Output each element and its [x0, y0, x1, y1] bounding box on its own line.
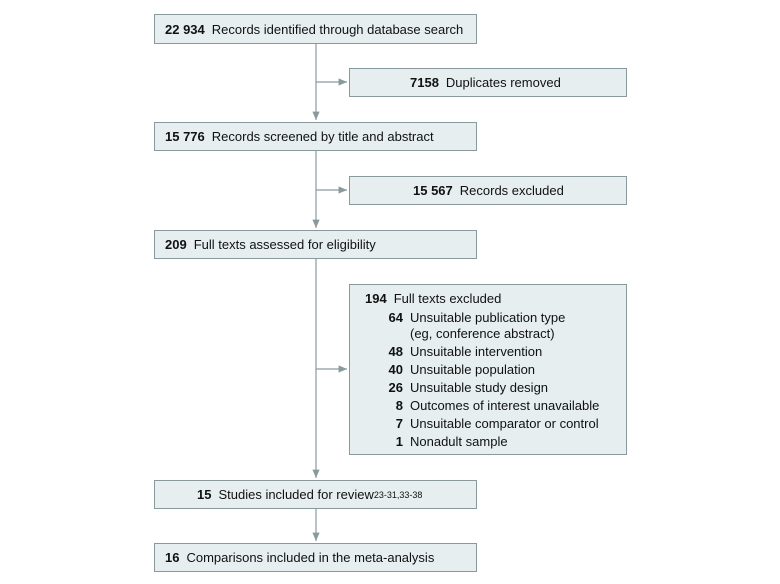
label: Unsuitable comparator or control [410, 416, 599, 431]
box: 209 Full texts assessed for eligibility [154, 230, 477, 259]
count: 16 [165, 550, 180, 565]
count: 1 [395, 434, 403, 449]
box: 15 567 Records excluded [349, 176, 627, 205]
label: Full texts assessed for eligibility [193, 237, 376, 252]
box: 15 Studies included for review 23-31,33-38 [154, 480, 477, 509]
box: 194 Full texts excluded 64 Unsuitable publ… [349, 284, 627, 455]
count: 26 [388, 380, 403, 395]
count: 15 567 [413, 183, 453, 198]
label: Outcomes of interest unavailable [410, 398, 600, 413]
label: Duplicates removed [445, 75, 561, 90]
count: 194 [365, 291, 387, 306]
label: Full texts excluded [393, 291, 502, 306]
label: Comparisons included in the meta-analysi… [186, 550, 435, 565]
count: 7158 [410, 75, 439, 90]
count: 40 [388, 362, 403, 377]
box: 15 776 Records screened by title and abst… [154, 122, 477, 151]
count: 15 776 [165, 129, 205, 144]
box: 16 Comparisons included in the meta-analy… [154, 543, 477, 572]
label: Unsuitable intervention [410, 344, 543, 359]
label: Studies included for review [218, 487, 374, 502]
label: Records identified through database sear… [211, 21, 464, 37]
count: 209 [165, 237, 187, 252]
citation: 23-31,33-38 [373, 489, 423, 500]
label: Unsuitable publication type (eg, confere… [410, 310, 566, 341]
count: 48 [388, 344, 403, 359]
count: 64 [388, 310, 403, 325]
label: Unsuitable population [410, 362, 536, 377]
label: Unsuitable study design [410, 380, 549, 395]
count: 22 934 [165, 21, 205, 37]
label: Nonadult sample [410, 434, 508, 449]
count: 15 [197, 487, 212, 502]
box: 7158 Duplicates removed [349, 68, 627, 97]
box: 22 934 Records identified through databas… [154, 14, 477, 44]
count: 7 [395, 416, 403, 431]
count: 8 [395, 398, 403, 413]
label: Records excluded [459, 183, 564, 198]
label: Records screened by title and abstract [211, 129, 434, 144]
reason-list: 64 Unsuitable publication type (eg, confe… [365, 310, 616, 450]
